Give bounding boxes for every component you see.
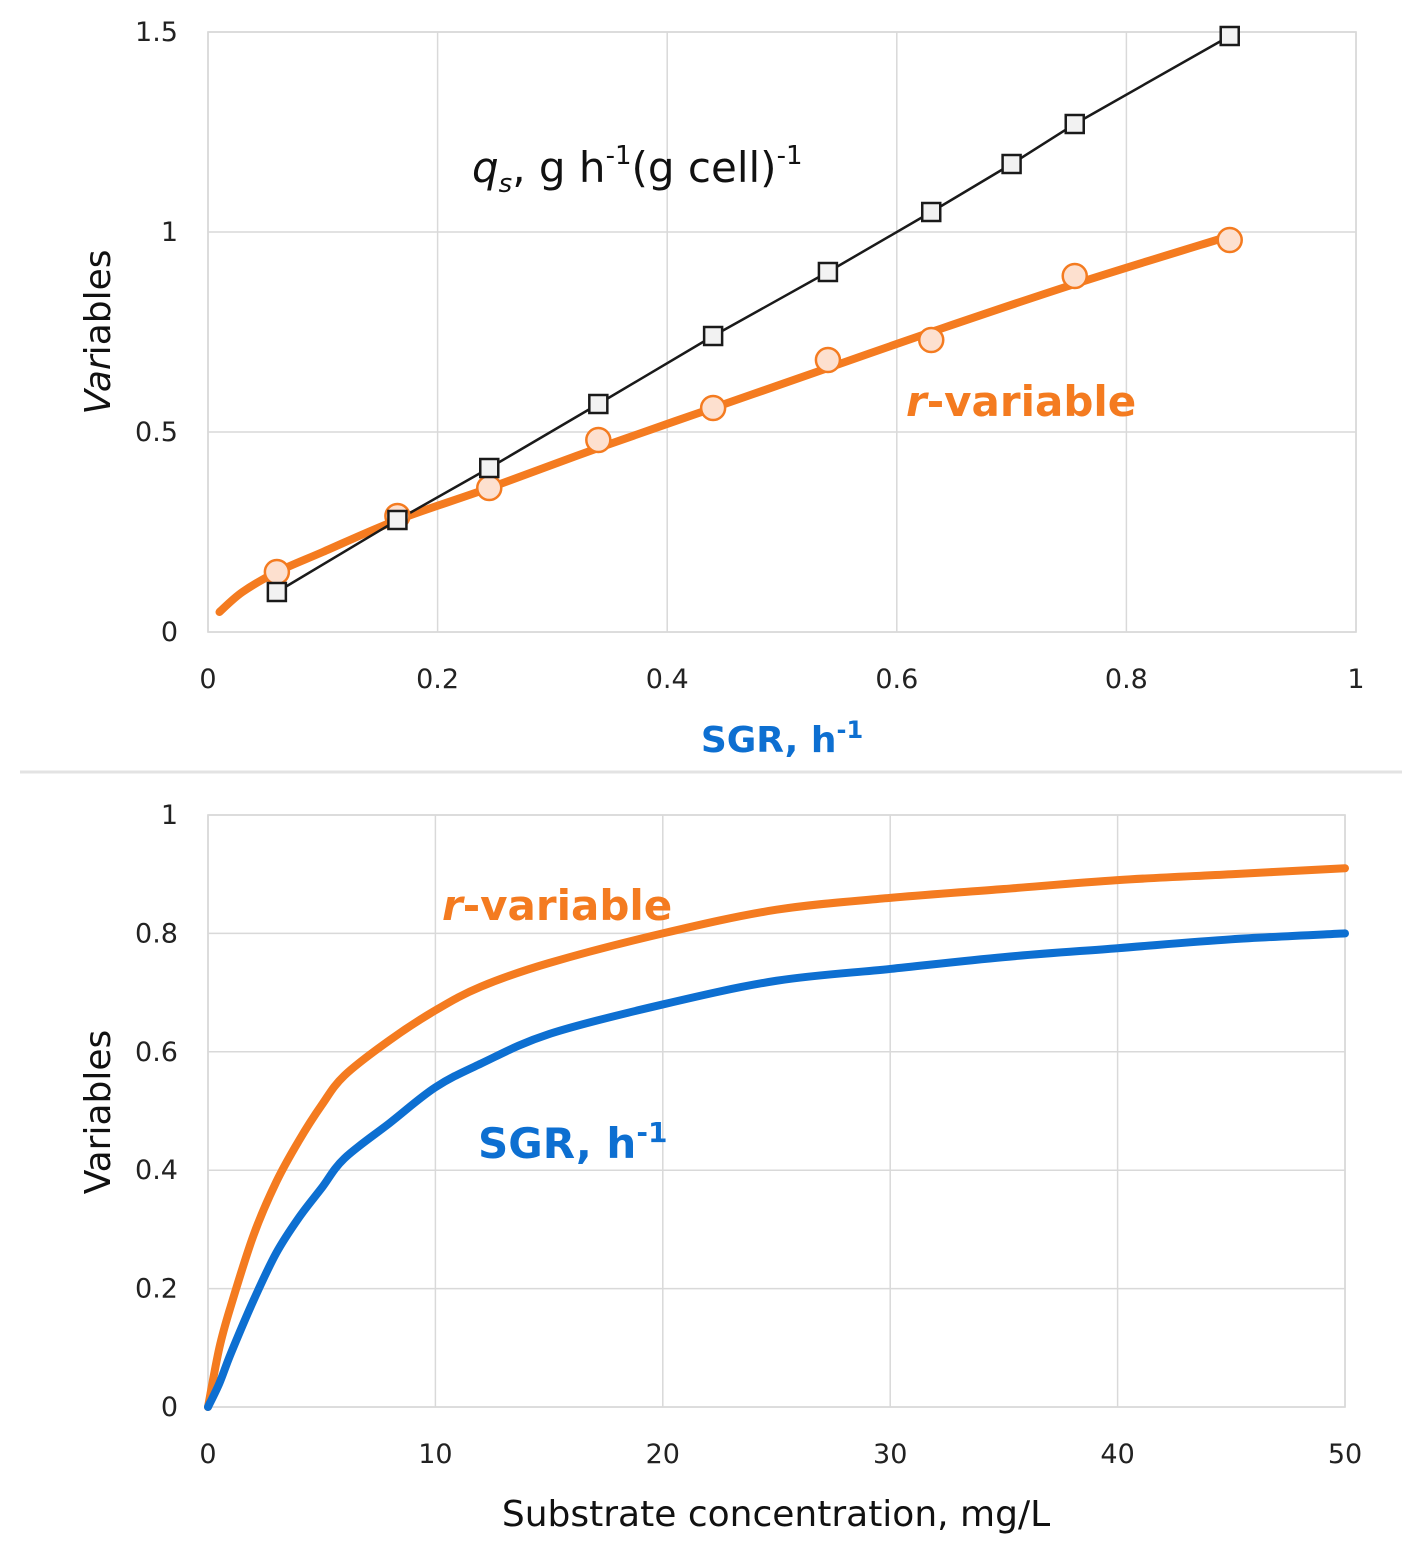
x-tick-label: 0 [199, 664, 216, 695]
x-tick-label: 40 [1100, 1439, 1134, 1470]
x-tick-label: 0 [199, 1439, 216, 1470]
qs-line [276, 34, 1231, 594]
y-tick-labels: 0 0.2 0.4 0.6 0.8 1 [135, 800, 178, 1423]
r-variable-point [1216, 226, 1243, 254]
r-variable-point [585, 426, 612, 454]
top-chart: 0 0.2 0.4 0.6 0.8 1 0 0.5 1 1.5 SGR, h-1… [78, 17, 1365, 761]
x-axis-title: Substrate concentration, mg/L [502, 1494, 1050, 1535]
plot-area [207, 31, 1357, 633]
x-tick-label: 0.6 [875, 664, 918, 695]
gridlines [207, 31, 1357, 633]
r-variable-point [699, 394, 727, 422]
series-layer [204, 864, 1349, 1411]
x-tick-label: 0.8 [1105, 664, 1148, 695]
y-axis-title-italic: Var [78, 353, 119, 414]
x-tick-label: 30 [873, 1439, 907, 1470]
r-variable-point [476, 474, 503, 502]
y-tick-label: 0.8 [135, 918, 178, 949]
x-tick-label: 1 [1347, 664, 1364, 695]
x-tick-label: 20 [646, 1439, 680, 1470]
r-variable-point [917, 326, 945, 354]
y-axis-title: Variables [78, 249, 119, 414]
x-tick-label: 0.2 [416, 664, 459, 695]
y-axis-title-rest: iables [78, 249, 119, 355]
plot-area [207, 814, 1346, 1408]
sgr-series-label: SGR, h-1 [478, 1116, 667, 1168]
x-axis-title: SGR, h-1 [701, 716, 863, 761]
x-tick-label: 50 [1328, 1439, 1362, 1470]
r-variable-point [1061, 262, 1088, 290]
y-tick-label: 0.6 [135, 1037, 178, 1068]
y-tick-label: 0.2 [135, 1274, 178, 1305]
qs-point [1064, 113, 1085, 135]
sgr-line [204, 929, 1349, 1411]
series-layer [215, 25, 1243, 616]
y-tick-label: 1 [161, 800, 178, 831]
x-tick-label: 0.4 [646, 664, 689, 695]
qs-point [817, 261, 839, 283]
gridlines [207, 814, 1346, 1408]
qs-point [702, 325, 724, 347]
y-tick-label: 1.5 [135, 17, 178, 48]
y-tick-labels: 0 0.5 1 1.5 [135, 17, 178, 648]
y-axis-title: Variables [78, 1030, 119, 1195]
x-tick-labels: 0 10 20 30 40 50 [199, 1439, 1362, 1470]
r-variable-series-label: r-variable [442, 881, 672, 930]
y-tick-label: 0 [161, 1392, 178, 1423]
qs-point [1219, 25, 1240, 47]
x-tick-label: 10 [418, 1439, 452, 1470]
qs-point [479, 457, 500, 479]
x-tick-labels: 0 0.2 0.4 0.6 0.8 1 [199, 664, 1364, 695]
bottom-chart: 0 10 20 30 40 50 0 0.2 0.4 0.6 0.8 1 Sub… [78, 800, 1362, 1535]
qs-point [920, 201, 942, 223]
r-variable-series-label: r-variable [906, 377, 1136, 426]
y-tick-label: 0 [161, 617, 178, 648]
qs-series-label: qs, g h-1(g cell)-1 [472, 141, 803, 199]
r-variable-point [263, 558, 291, 586]
r-variable-point [814, 346, 842, 374]
y-tick-label: 1 [161, 217, 178, 248]
qs-point [266, 581, 288, 603]
qs-point [1001, 153, 1022, 175]
r-variable-line [204, 864, 1349, 1411]
y-tick-label: 0.4 [135, 1155, 178, 1186]
qs-point [588, 393, 609, 415]
qs-point [387, 509, 408, 531]
y-tick-label: 0.5 [135, 417, 178, 448]
